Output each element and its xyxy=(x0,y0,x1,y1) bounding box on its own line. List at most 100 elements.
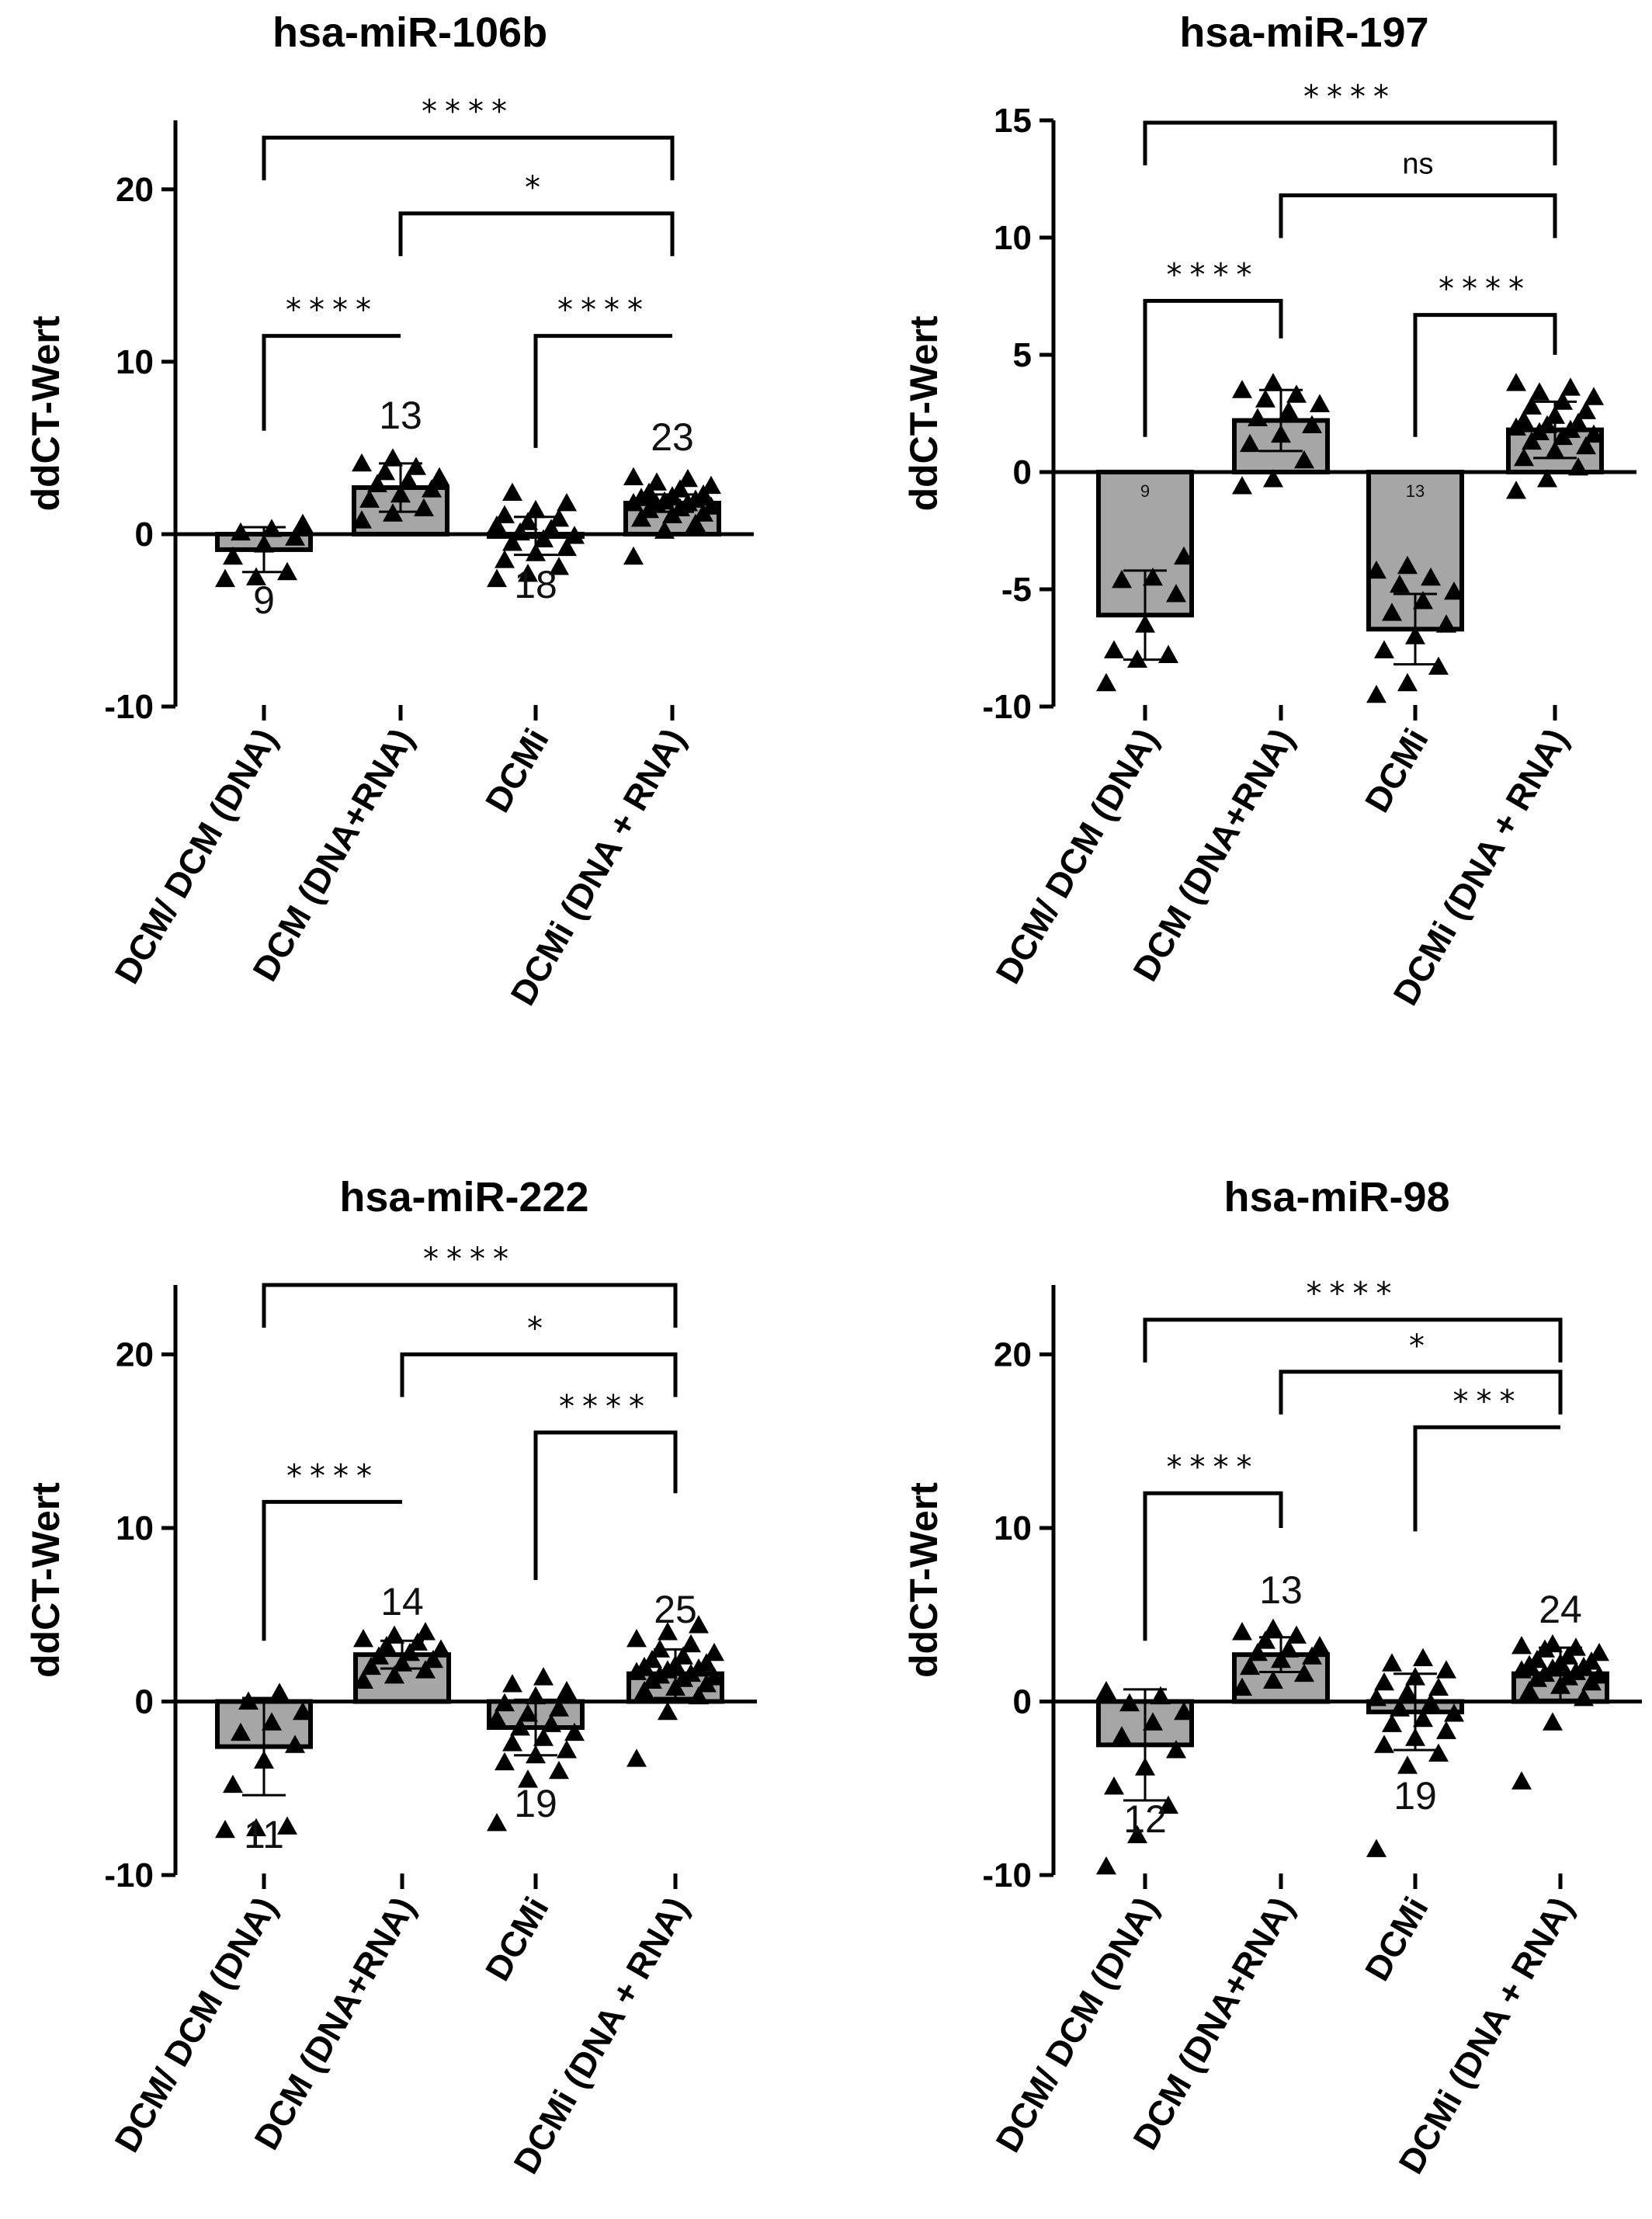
data-point-triangle xyxy=(623,467,644,486)
significance-bracket xyxy=(262,135,675,181)
data-point-triangle xyxy=(1158,1795,1178,1814)
y-tick-label: 15 xyxy=(994,102,1032,140)
data-point-triangle xyxy=(1413,1708,1433,1728)
data-point-triangle xyxy=(1428,1677,1449,1696)
data-point-triangle xyxy=(293,1701,313,1721)
data-point-triangle xyxy=(487,1708,507,1728)
significance-label: **** xyxy=(1307,1276,1400,1312)
data-point-triangle xyxy=(533,1667,554,1686)
data-point-triangle xyxy=(541,1714,561,1732)
significance-label: **** xyxy=(1439,272,1532,307)
data-point-triangle xyxy=(1421,567,1441,586)
data-point-triangle xyxy=(654,520,675,539)
significance-label: **** xyxy=(1167,1450,1260,1485)
data-point-triangle xyxy=(495,505,515,523)
data-point-triangle xyxy=(1390,1698,1410,1717)
data-point-triangle xyxy=(353,1629,373,1648)
significance-label: **** xyxy=(1167,258,1260,293)
data-point-triangle xyxy=(1232,380,1252,398)
significance-bracket xyxy=(398,211,675,256)
data-point-triangle xyxy=(1232,1622,1252,1641)
data-point-triangle xyxy=(1302,1646,1322,1665)
data-point-triangle xyxy=(352,453,372,472)
n-label: 13 xyxy=(1406,481,1425,501)
data-point-triangle xyxy=(658,1701,678,1721)
data-point-triangle xyxy=(285,527,305,546)
y-tick-label: -10 xyxy=(982,1856,1032,1894)
data-point-triangle xyxy=(557,1740,577,1759)
data-point-triangle xyxy=(533,529,554,548)
data-point-triangle xyxy=(685,513,706,533)
y-tick-label: 10 xyxy=(994,219,1032,257)
data-point-triangle xyxy=(1112,569,1132,589)
significance-label: * xyxy=(525,170,548,206)
y-tick-label: 0 xyxy=(1013,453,1032,491)
y-tick-label: -10 xyxy=(104,1856,154,1894)
data-point-triangle xyxy=(502,482,522,502)
data-point-triangle xyxy=(423,1649,443,1669)
data-point-triangle xyxy=(1255,389,1275,408)
significance-label: **** xyxy=(422,94,515,130)
data-point-triangle xyxy=(1514,410,1534,429)
data-point-triangle xyxy=(1166,1740,1186,1759)
data-point-triangle xyxy=(1104,640,1124,658)
data-point-triangle xyxy=(1421,1693,1441,1712)
data-point-triangle xyxy=(246,567,266,585)
significance-bracket xyxy=(400,1352,678,1398)
data-point-triangle xyxy=(1529,382,1550,401)
data-point-triangle xyxy=(1248,1642,1268,1662)
data-point-triangle xyxy=(1366,560,1386,579)
data-point-triangle xyxy=(557,492,577,512)
data-point-triangle xyxy=(704,1667,724,1686)
data-point-triangle xyxy=(1366,1688,1386,1707)
data-point-triangle xyxy=(1397,1755,1418,1774)
y-axis-label: ddCT-Wert xyxy=(24,315,68,511)
data-point-triangle xyxy=(1127,1825,1147,1843)
significance-label: * xyxy=(1409,1328,1432,1364)
data-point-triangle xyxy=(1428,656,1449,675)
data-point-triangle xyxy=(1511,1635,1532,1655)
data-point-triangle xyxy=(1294,1663,1314,1682)
data-point-triangle xyxy=(549,1698,569,1717)
data-point-triangle xyxy=(231,522,251,541)
data-point-triangle xyxy=(231,1722,251,1742)
data-point-triangle xyxy=(510,1717,530,1736)
data-point-triangle xyxy=(689,1686,709,1705)
significance-bracket xyxy=(1413,1425,1560,1532)
y-tick-label: 0 xyxy=(135,516,154,554)
y-tick-label: 20 xyxy=(116,1335,154,1373)
n-label: 18 xyxy=(514,563,557,606)
data-point-triangle xyxy=(1413,591,1433,609)
data-point-triangle xyxy=(1519,1681,1539,1700)
significance-label: **** xyxy=(286,1458,380,1494)
data-point-triangle xyxy=(487,568,507,588)
data-point-triangle xyxy=(369,1646,389,1665)
data-point-triangle xyxy=(1248,408,1268,426)
data-point-triangle xyxy=(1096,672,1116,692)
data-point-triangle xyxy=(1374,640,1394,658)
data-point-triangle xyxy=(1232,476,1252,495)
n-label: 12 xyxy=(1123,1797,1167,1841)
n-label: 19 xyxy=(1393,1774,1437,1818)
data-point-triangle xyxy=(518,512,538,530)
data-point-triangle xyxy=(1428,1743,1449,1762)
data-point-triangle xyxy=(526,499,546,519)
data-point-triangle xyxy=(549,557,569,575)
significance-label: ns xyxy=(1402,148,1433,181)
data-point-triangle xyxy=(1382,1714,1402,1732)
data-point-triangle xyxy=(1543,1712,1563,1731)
data-point-triangle xyxy=(384,1625,404,1644)
data-point-triangle xyxy=(696,1653,717,1672)
data-point-triangle xyxy=(1444,582,1464,600)
n-label: 9 xyxy=(1140,481,1150,501)
significance-label: **** xyxy=(423,1241,516,1277)
data-point-triangle xyxy=(647,472,667,491)
data-point-triangle xyxy=(1382,1653,1402,1672)
significance-bracket xyxy=(262,1499,402,1641)
chart-title: hsa-miR-222 xyxy=(339,1174,588,1221)
data-point-triangle xyxy=(1511,1771,1532,1790)
significance-bracket xyxy=(262,334,401,431)
data-point-triangle xyxy=(502,1674,522,1693)
significance-label: * xyxy=(527,1311,550,1346)
